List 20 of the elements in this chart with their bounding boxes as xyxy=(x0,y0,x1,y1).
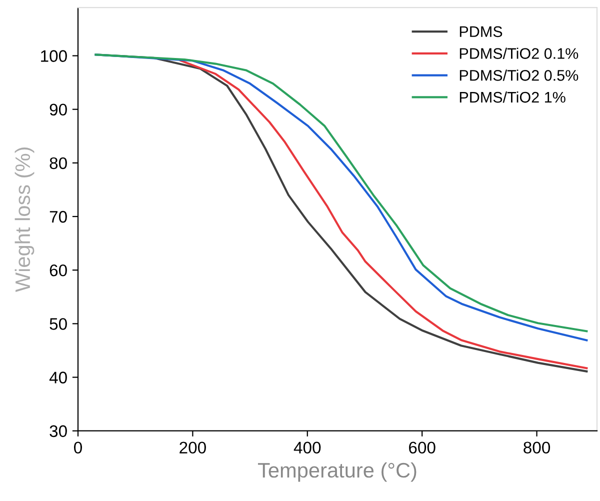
legend-label: PDMS xyxy=(460,26,502,38)
x-tick-label: 200 xyxy=(180,442,206,454)
y-tick-label: 30 xyxy=(50,425,67,438)
x-tick-label: 800 xyxy=(524,442,550,454)
x-tick-label: 400 xyxy=(294,442,321,454)
y-tick-label: 50 xyxy=(50,318,67,330)
legend-label: PDMS/TiO2 0.5% xyxy=(460,70,578,81)
x-tick-label: 0 xyxy=(74,442,82,454)
y-axis-title: Wieght loss (%) xyxy=(14,148,34,292)
y-tick-label: 70 xyxy=(50,210,67,223)
y-tick-label: 100 xyxy=(41,50,67,62)
y-tick-label: 90 xyxy=(50,104,67,116)
legend-label: PDMS/TiO2 0.1% xyxy=(460,48,578,59)
legend-label: PDMS/TiO2 1% xyxy=(460,91,566,103)
y-tick-label: 40 xyxy=(49,372,67,384)
y-tick-label: 60 xyxy=(50,264,67,276)
x-tick-label: 600 xyxy=(409,442,436,454)
line-series xyxy=(180,60,588,370)
y-tick-label: 80 xyxy=(50,157,67,170)
x-axis-title: Temperature (°C) xyxy=(258,462,416,482)
